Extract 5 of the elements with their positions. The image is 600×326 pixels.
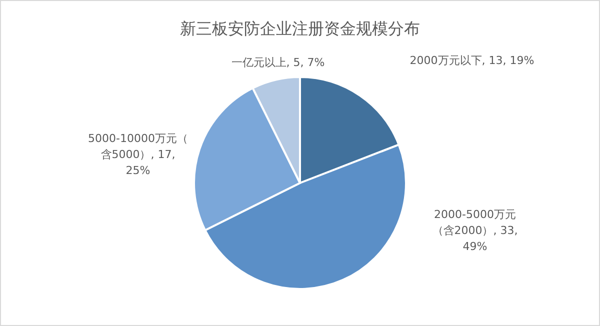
chart-title: 新三板安防企业注册资金规模分布 bbox=[180, 19, 420, 38]
slice-label: 2000-5000万元（含2000）, 33, 49% bbox=[432, 208, 518, 253]
slice-label: 5000-10000万元（含5000）, 17, 25% bbox=[88, 132, 188, 177]
slice-label: 一亿元以上, 5, 7% bbox=[231, 56, 325, 69]
slice-label: 2000万元以下, 13, 19% bbox=[410, 54, 534, 67]
